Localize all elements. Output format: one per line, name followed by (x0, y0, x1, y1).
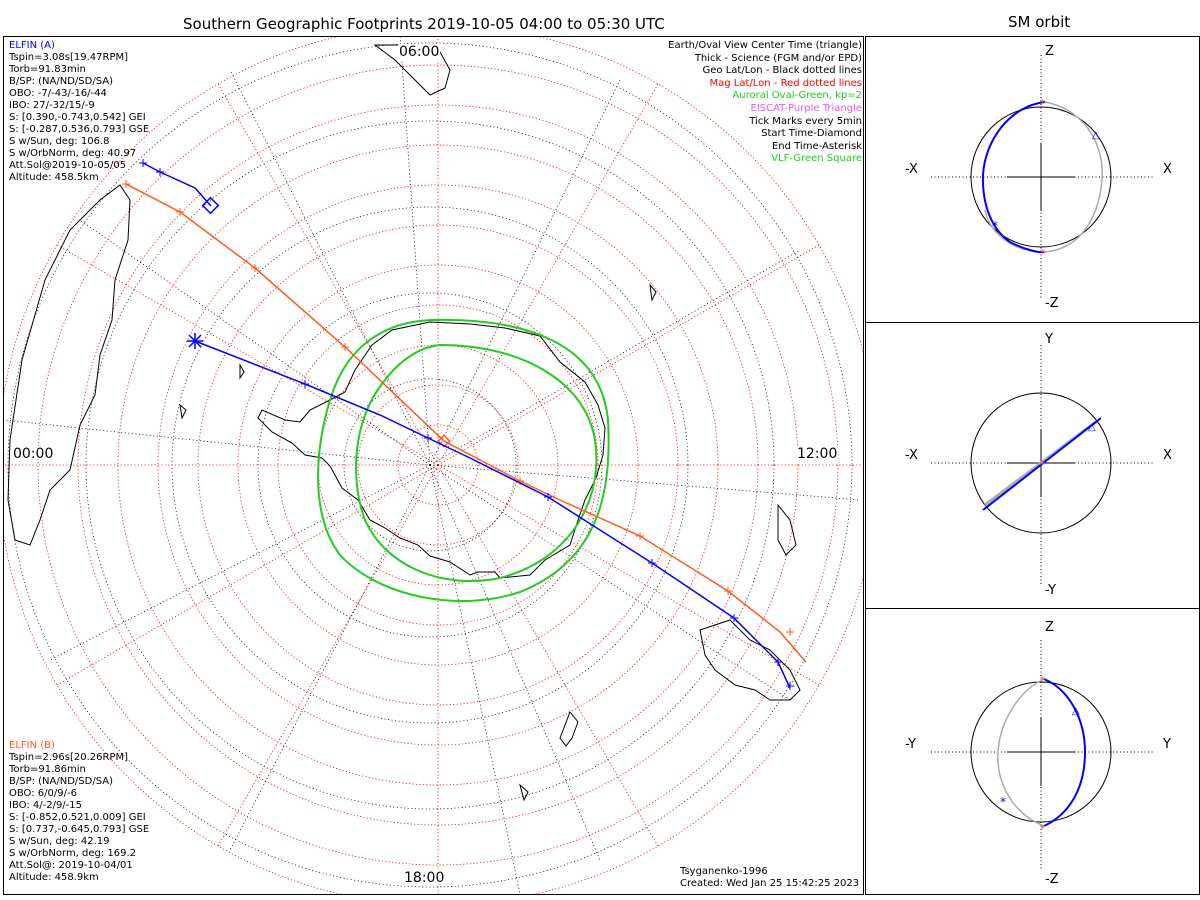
sm-panel-2-label-left: -X (905, 448, 918, 463)
sm-panel-1-label-top: Z (1045, 44, 1054, 59)
footer: Tsyganenko-1996 Created: Wed Jan 25 15:4… (680, 866, 859, 890)
sm-panel-frame-1 (865, 36, 1200, 323)
legend-entry: Start Time-Diamond (761, 128, 862, 140)
elfin-a-track (142, 162, 791, 689)
sm-orbit-title: SM orbit (1008, 13, 1071, 31)
elfin-a-tick-marks (139, 159, 794, 690)
elfin-b-line: Att.Sol@: 2019-10-04/01 (9, 860, 133, 871)
elfin-a-line: OBO: -7/-43/-16/-44 (9, 88, 107, 99)
svg-text:*: * (1040, 675, 1045, 686)
sm-panel-3-plot: △ * * * (931, 640, 1155, 870)
elfin-a-end-asterisk (187, 333, 203, 349)
main-title: Southern Geographic Footprints 2019-10-0… (183, 15, 665, 33)
legend-entry: Thick - Science (FGM and/or EPD) (694, 52, 862, 64)
elfin-b-info: ELFIN (B) Tspin=2.96s[20.26RPM] Torb=91.… (9, 740, 149, 884)
legend-entry: Geo Lat/Lon - Black dotted lines (702, 65, 862, 77)
svg-text:*: * (1040, 460, 1045, 471)
elfin-a-line: S: [-0.287,0.536,0.793] GSE (9, 124, 150, 135)
sm-panel-1-label-bottom: -Z (1045, 296, 1059, 311)
elfin-b-name: ELFIN (B) (9, 740, 55, 751)
sm-panel-2-label-right: X (1163, 448, 1172, 463)
legend-entry: Tick Marks every 5min (749, 115, 862, 127)
sm-panel-frame-2 (865, 322, 1200, 609)
sm-panel-3-label-bottom: -Z (1045, 872, 1059, 887)
elfin-a-line: B/SP: (NA/ND/SD/SA) (9, 76, 113, 87)
elfin-b-line: S w/Sun, deg: 42.19 (9, 836, 110, 847)
auroral-oval-inner (355, 343, 598, 582)
elfin-b-line: IBO: 4/-2/9/-15 (9, 800, 83, 811)
svg-text:△: △ (1072, 706, 1080, 717)
svg-text:△: △ (1092, 130, 1100, 141)
sm-panel-1-label-left: -X (905, 162, 918, 177)
legend-entry: Auroral Oval-Green, kp=2 (732, 90, 862, 102)
elfin-a-line: S: [0.390,-0.743,0.542] GEI (9, 112, 146, 123)
legend-entry: Mag Lat/Lon - Red dotted lines (709, 77, 862, 89)
sm-panel-3-label-left: -Y (905, 737, 917, 752)
legend-entry: VLF-Green Square (771, 153, 862, 165)
elfin-a-line: S w/OrbNorm, deg: 40.97 (9, 148, 137, 159)
elfin-a-line: Tspin=3.08s[19.47RPM] (9, 52, 129, 63)
map-frame (3, 36, 864, 895)
legend-entry: Earth/Oval View Center Time (triangle) (668, 40, 862, 51)
elfin-b-line: Tspin=2.96s[20.26RPM] (9, 752, 129, 763)
sm-panel-3-label-right: Y (1163, 737, 1171, 752)
svg-text:*: * (992, 219, 998, 233)
sm-panel-2-label-bottom: -Y (1045, 583, 1057, 598)
sm-panel-1-label-right: X (1163, 162, 1172, 177)
svg-text:*: * (1040, 248, 1045, 259)
elfin-a-line: Altitude: 458.5km (9, 172, 99, 183)
svg-text:*: * (1040, 824, 1045, 835)
created-timestamp: Created: Wed Jan 25 15:42:25 2023 (680, 878, 860, 889)
elfin-a-info: ELFIN (A) Tspin=3.08s[19.47RPM] Torb=91.… (9, 40, 149, 184)
legend-entry: End Time-Asterisk (771, 140, 862, 152)
elfin-b-line: S: [-0.852,0.521,0.009] GEI (9, 812, 146, 823)
legend: Earth/Oval View Center Time (triangle) T… (668, 40, 862, 166)
geo-latitude-grid (7, 42, 853, 888)
elfin-b-track (125, 183, 807, 663)
svg-text:△: △ (1088, 422, 1096, 433)
elfin-b-line: S w/OrbNorm, deg: 169.2 (9, 848, 137, 859)
auroral-oval-outer (317, 318, 610, 602)
geo-longitude-grid (4, 37, 861, 894)
clock-label-top: 06:00 (398, 44, 441, 60)
elfin-b-line: OBO: 6/0/9/-6 (9, 788, 77, 799)
clock-label-bottom: 18:00 (403, 870, 446, 886)
model-name: Tsyganenko-1996 (680, 866, 768, 877)
elfin-b-line: Torb=91.86min (9, 764, 86, 775)
sm-panel-2-label-top: Y (1045, 332, 1053, 347)
elfin-b-line: S: [0.737,-0.645,0.793] GSE (9, 824, 150, 835)
elfin-a-line: S w/Sun, deg: 106.8 (9, 136, 110, 147)
elfin-b-line: Altitude: 458.9km (9, 872, 99, 883)
svg-text:*: * (1000, 795, 1006, 809)
elfin-a-line: IBO: 27/-32/15/-9 (9, 100, 95, 111)
elfin-a-line: Torb=91.83min (9, 64, 86, 75)
elfin-a-name: ELFIN (A) (9, 40, 55, 51)
elfin-a-start-diamond (201, 196, 220, 215)
elfin-a-line: Att.Sol@2019-10-05/05 (9, 160, 127, 171)
svg-text:*: * (1040, 98, 1045, 109)
sm-panel-2-plot: △ * (931, 345, 1155, 585)
auroral-oval (317, 318, 610, 602)
sm-panel-3-label-top: Z (1045, 620, 1054, 635)
legend-entry: EISCAT-Purple Triangle (750, 102, 863, 114)
sm-panel-1-plot: △ * * * (931, 55, 1155, 300)
elfin-b-line: B/SP: (NA/ND/SD/SA) (9, 776, 113, 787)
clock-label-left: 00:00 (12, 446, 55, 462)
coastlines (7, 44, 801, 802)
clock-label-right: 12:00 (796, 446, 839, 462)
